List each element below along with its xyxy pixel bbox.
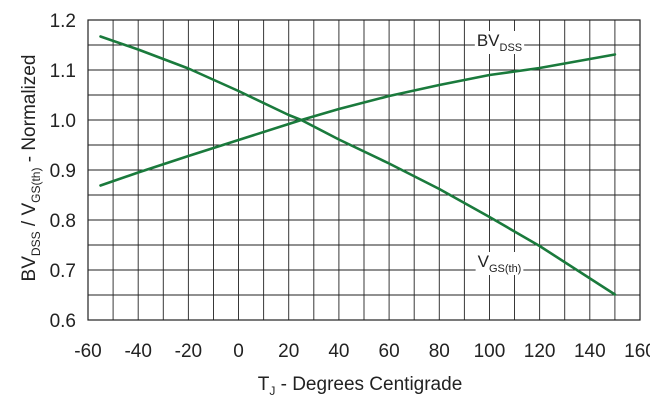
series-label-main: BV	[477, 31, 500, 50]
plot-frame	[87, 19, 641, 321]
x-tick-label: 60	[379, 341, 400, 362]
series-label-subscript: GS(th)	[489, 263, 521, 275]
y-axis-label-part1: BV	[19, 256, 40, 282]
y-tick-label: 1.0	[50, 111, 76, 132]
x-tick-label: -20	[175, 341, 202, 362]
y-tick-label: 0.7	[50, 261, 76, 282]
x-tick-label: 160	[624, 341, 650, 362]
series-label-main: V	[478, 252, 490, 271]
y-tick-label: 0.6	[50, 311, 76, 332]
y-axis-label: BVDSS / VGS(th) - Normalized	[19, 55, 43, 282]
x-axis-label-rest: - Degrees Centigrade	[275, 374, 462, 395]
series-line-0	[99, 53, 617, 187]
y-tick-label: 0.8	[50, 211, 76, 232]
series-lines	[99, 35, 617, 296]
grid-horizontal-lines	[88, 44, 640, 296]
x-tick-label: 20	[278, 341, 299, 362]
series-line-1	[99, 35, 617, 296]
x-tick-label: 120	[524, 341, 556, 362]
x-tick-label: -60	[74, 341, 101, 362]
series-label-1: VGS(th)	[478, 252, 522, 275]
x-tick-label: -40	[124, 341, 151, 362]
x-axis-label: TJ - Degrees Centigrade	[258, 374, 463, 398]
series-label-background	[475, 252, 524, 275]
x-tick-label: 100	[474, 341, 506, 362]
y-axis-label-part2: / V	[19, 203, 40, 232]
series-label-background	[474, 31, 525, 54]
y-tick-label: 0.9	[50, 161, 76, 182]
x-tick-label: 40	[328, 341, 349, 362]
x-tick-label: 80	[429, 341, 450, 362]
series-label-0: BVDSS	[477, 31, 522, 54]
x-tick-label: 140	[574, 341, 606, 362]
x-axis-label-subscript: J	[269, 384, 275, 398]
y-axis-label-part3: - Normalized	[19, 55, 40, 168]
x-axis-label-main: T	[258, 374, 270, 395]
x-tick-label: 0	[233, 341, 244, 362]
y-axis-label-sub1: DSS	[29, 231, 43, 256]
y-tick-labels: 0.6 0.7 0.8 0.9 1.0 1.1 1.2	[50, 11, 76, 332]
x-tick-labels: -60 -40 -20 0 20 40 60 80 100 120 140 160	[74, 341, 650, 362]
y-tick-label: 1.2	[50, 11, 76, 32]
y-axis-label-sub2: GS(th)	[29, 168, 43, 203]
series-label-subscript: DSS	[500, 42, 523, 54]
y-tick-label: 1.1	[50, 61, 76, 82]
series-labels: BVDSS VGS(th)	[474, 31, 525, 275]
